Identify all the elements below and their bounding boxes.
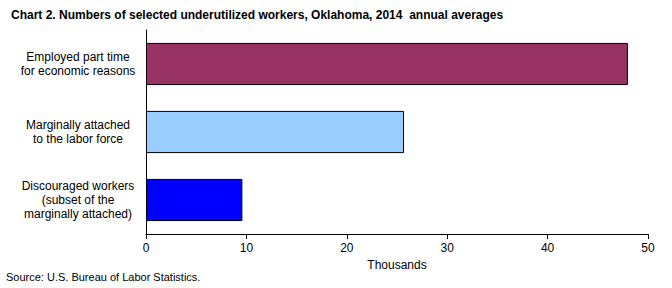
- svg-text:Marginally attached: Marginally attached: [26, 118, 130, 132]
- svg-text:Discouraged workers: Discouraged workers: [22, 179, 135, 193]
- svg-text:0: 0: [143, 241, 150, 255]
- svg-text:Employed part time: Employed part time: [26, 50, 130, 64]
- svg-text:to the labor force: to the labor force: [33, 132, 123, 146]
- svg-text:marginally attached): marginally attached): [24, 207, 132, 221]
- svg-text:50: 50: [641, 241, 655, 255]
- svg-text:for economic reasons: for economic reasons: [21, 64, 136, 78]
- svg-text:Thousands: Thousands: [367, 258, 426, 272]
- svg-text:20: 20: [340, 241, 354, 255]
- svg-text:30: 30: [441, 241, 455, 255]
- svg-text:(subset of the: (subset of the: [42, 193, 115, 207]
- svg-text:Chart 2. Numbers of selected u: Chart 2. Numbers of selected underutiliz…: [11, 8, 504, 22]
- svg-text:Source: U.S. Bureau of Labor S: Source: U.S. Bureau of Labor Statistics.: [6, 271, 200, 283]
- svg-text:40: 40: [541, 241, 555, 255]
- svg-text:10: 10: [240, 241, 254, 255]
